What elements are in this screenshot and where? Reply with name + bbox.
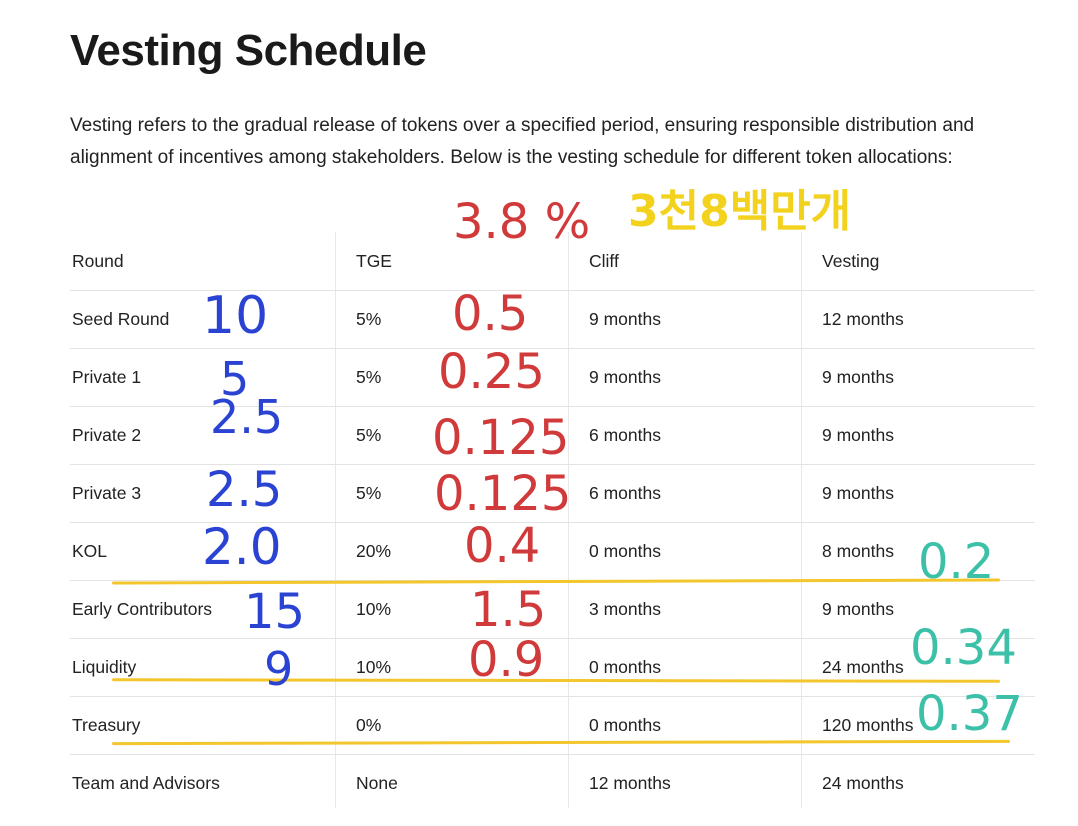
header-vesting: Vesting: [822, 251, 880, 271]
cell-tge: 10%: [356, 599, 392, 619]
table-row: Seed Round 5% 9 months 12 months: [70, 290, 1035, 349]
table-row: Private 1 5% 9 months 9 months: [70, 348, 1035, 407]
column-divider: [801, 232, 802, 808]
cell-round: Seed Round: [72, 309, 170, 329]
cell-cliff: 3 months: [589, 599, 661, 619]
table-row: Team and Advisors None 12 months 24 mont…: [70, 754, 1035, 812]
cell-vesting: 24 months: [822, 773, 904, 793]
annotation-token-count: 3천8백만개: [628, 186, 852, 237]
annotation-red: 0.5: [452, 286, 529, 342]
cell-tge: 5%: [356, 367, 382, 387]
header-tge: TGE: [356, 251, 392, 271]
annotation-total-percent: 3.8 %: [453, 194, 591, 250]
annotation-blue: 10: [202, 286, 269, 346]
cell-cliff: 0 months: [589, 715, 661, 735]
cell-round: Team and Advisors: [72, 773, 220, 793]
table-row: Private 3 5% 6 months 9 months: [70, 464, 1035, 523]
cell-cliff: 12 months: [589, 773, 671, 793]
cell-vesting: 9 months: [822, 483, 894, 503]
annotation-blue: 2.5: [206, 462, 283, 518]
annotation-blue: 5: [220, 352, 250, 406]
cell-tge: 0%: [356, 715, 382, 735]
annotation-red: 0.125: [432, 410, 570, 466]
cell-vesting: 24 months: [822, 657, 904, 677]
page-title: Vesting Schedule: [70, 26, 427, 75]
annotation-red: 0.9: [468, 632, 545, 688]
annotation-red: 1.5: [470, 582, 547, 638]
annotation-red: 0.25: [438, 344, 545, 400]
annotation-teal: 0.2: [918, 534, 995, 590]
column-divider: [335, 232, 336, 808]
cell-vesting: 9 months: [822, 425, 894, 445]
annotation-red: 0.4: [464, 518, 541, 574]
vesting-table: Round TGE Cliff Vesting Seed Round 5% 9 …: [70, 232, 1035, 808]
annotation-blue: 2.0: [202, 518, 282, 576]
cell-tge: 20%: [356, 541, 392, 561]
table-row: Treasury 0% 0 months 120 months: [70, 696, 1035, 755]
cell-round: Liquidity: [72, 657, 137, 677]
cell-vesting: 12 months: [822, 309, 904, 329]
header-round: Round: [72, 251, 124, 271]
annotation-teal: 0.37: [916, 686, 1023, 742]
table-row: Private 2 5% 6 months 9 months: [70, 406, 1035, 465]
cell-tge: None: [356, 773, 398, 793]
cell-tge: 5%: [356, 309, 382, 329]
annotation-blue: 15: [244, 584, 306, 640]
cell-cliff: 9 months: [589, 309, 661, 329]
cell-cliff: 6 months: [589, 483, 661, 503]
annotation-blue: 2.5: [210, 390, 284, 444]
cell-cliff: 9 months: [589, 367, 661, 387]
column-divider: [568, 232, 569, 808]
cell-tge: 5%: [356, 425, 382, 445]
cell-vesting: 9 months: [822, 367, 894, 387]
cell-round: Treasury: [72, 715, 141, 735]
cell-round: KOL: [72, 541, 108, 561]
cell-vesting: 9 months: [822, 599, 894, 619]
cell-tge: 10%: [356, 657, 392, 677]
annotation-red: 0.125: [434, 466, 572, 522]
table-header-row: Round TGE Cliff Vesting: [70, 232, 1035, 291]
cell-vesting: 120 months: [822, 715, 914, 735]
intro-paragraph: Vesting refers to the gradual release of…: [70, 115, 975, 168]
table-row: Early Contributors 10% 3 months 9 months: [70, 580, 1035, 639]
cell-round: Private 1: [72, 367, 142, 387]
table-row: Liquidity 10% 0 months 24 months: [70, 638, 1035, 697]
header-cliff: Cliff: [589, 251, 619, 271]
cell-round: Private 3: [72, 483, 142, 503]
annotation-blue: 9: [264, 642, 294, 696]
cell-round: Private 2: [72, 425, 142, 445]
cell-tge: 5%: [356, 483, 382, 503]
cell-cliff: 6 months: [589, 425, 661, 445]
cell-cliff: 0 months: [589, 541, 661, 561]
cell-round: Early Contributors: [72, 599, 213, 619]
cell-cliff: 0 months: [589, 657, 661, 677]
cell-vesting: 8 months: [822, 541, 894, 561]
annotation-teal: 0.34: [910, 620, 1017, 676]
